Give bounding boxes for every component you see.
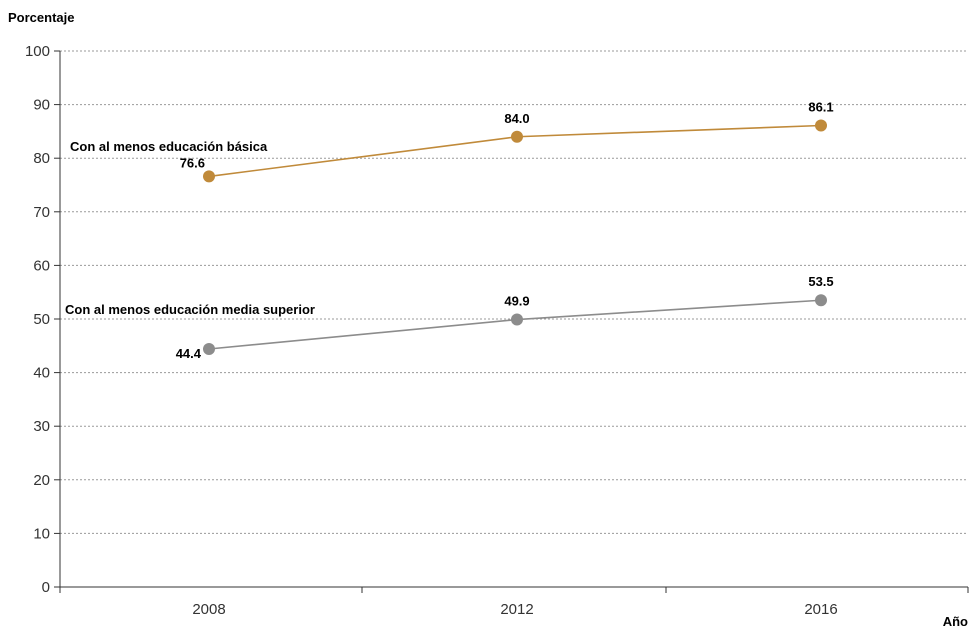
data-label: 49.9 bbox=[504, 294, 529, 309]
data-label: 44.4 bbox=[176, 346, 202, 361]
data-point bbox=[203, 170, 215, 183]
data-point bbox=[511, 313, 523, 326]
y-tick-label: 30 bbox=[33, 418, 50, 435]
y-tick-label: 60 bbox=[33, 257, 50, 274]
series-label: Con al menos educación básica bbox=[70, 139, 268, 154]
data-point bbox=[815, 119, 827, 132]
y-tick-label: 40 bbox=[33, 365, 50, 382]
data-label: 76.6 bbox=[180, 155, 205, 170]
x-tick-label: 2016 bbox=[804, 601, 837, 618]
y-tick-label: 10 bbox=[33, 525, 50, 542]
y-tick-label: 80 bbox=[33, 150, 50, 167]
y-axis-title: Porcentaje bbox=[8, 10, 74, 25]
y-tick-label: 0 bbox=[42, 579, 50, 596]
x-tick-label: 2012 bbox=[500, 601, 533, 618]
y-tick-label: 90 bbox=[33, 97, 50, 114]
data-label: 84.0 bbox=[504, 111, 529, 126]
data-label: 86.1 bbox=[808, 100, 833, 115]
x-axis-title: Año bbox=[943, 614, 968, 628]
series-label: Con al menos educación media superior bbox=[65, 302, 315, 317]
series-media-superior: 44.4 49.9 53.5 Con al menos educación media… bbox=[65, 274, 834, 361]
data-label: 53.5 bbox=[808, 274, 833, 289]
data-point bbox=[511, 130, 523, 143]
x-tick-label: 2008 bbox=[192, 601, 225, 618]
series-basica: 76.6 84.0 86.1 Con al menos educación básic… bbox=[70, 100, 834, 183]
y-tick-label: 50 bbox=[33, 311, 50, 328]
data-point bbox=[815, 294, 827, 307]
data-point bbox=[203, 343, 215, 356]
y-tick-label: 100 bbox=[25, 43, 50, 60]
y-tick-label: 20 bbox=[33, 472, 50, 489]
y-tick-label: 70 bbox=[33, 204, 50, 221]
